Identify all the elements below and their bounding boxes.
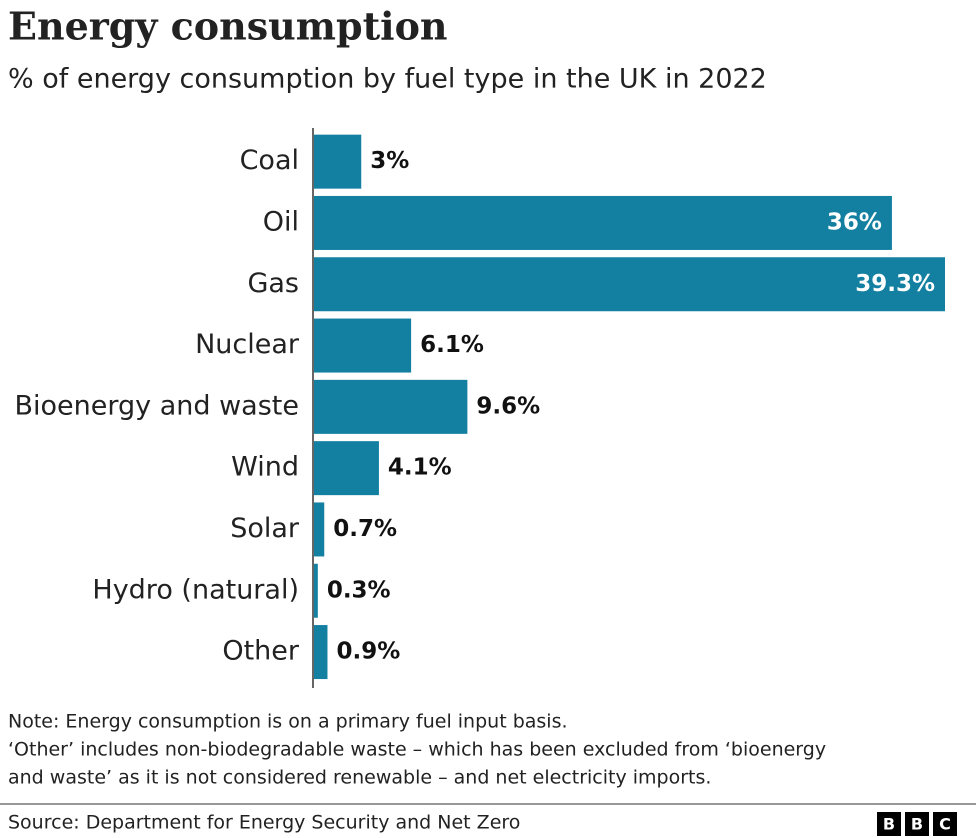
y-tick-label: Wind: [231, 452, 299, 483]
logo-letter: B: [883, 815, 895, 834]
bar: [314, 257, 945, 312]
y-tick-label: Oil: [263, 206, 299, 237]
value-label: 3%: [370, 148, 409, 174]
value-label: 39.3%: [855, 271, 935, 297]
value-label: 6.1%: [420, 332, 484, 358]
logo-letter: B: [911, 815, 923, 834]
bar: [314, 379, 468, 434]
y-tick-label: Bioenergy and waste: [15, 390, 299, 421]
note: ‘Other’ includes non-biodegradable waste…: [8, 739, 826, 761]
logo: B B C: [877, 812, 957, 836]
y-tick-label: Gas: [247, 268, 299, 299]
source: Source: Department for Energy Security a…: [8, 812, 520, 834]
bar: [314, 563, 318, 618]
value-label: 0.3%: [327, 577, 391, 603]
chart-title: Energy consumption: [8, 4, 448, 49]
note: Note: Energy consumption is on a primary…: [8, 711, 568, 733]
logo-block: [877, 812, 901, 836]
bar: [314, 625, 328, 680]
bar: [314, 502, 325, 557]
chart-subtitle: % of energy consumption by fuel type in …: [8, 64, 767, 95]
y-tick-label: Solar: [230, 513, 300, 544]
y-tick-label: Nuclear: [195, 329, 300, 360]
logo-letter: C: [939, 815, 951, 834]
logo-block: [933, 812, 957, 836]
note: and waste’ as it is not considered renew…: [8, 767, 711, 789]
value-label: 36%: [827, 209, 882, 235]
bar: [314, 195, 892, 250]
value-label: 9.6%: [476, 393, 540, 419]
y-tick-label: Hydro (natural): [92, 574, 299, 605]
bar: [314, 318, 412, 373]
value-label: 0.7%: [333, 516, 397, 542]
value-label: 4.1%: [388, 455, 452, 481]
logo-block: [905, 812, 929, 836]
bar: [314, 441, 379, 496]
y-tick-label: Coal: [240, 145, 299, 176]
y-tick-label: Other: [222, 636, 300, 667]
bar: [314, 134, 362, 189]
value-label: 0.9%: [336, 639, 400, 665]
